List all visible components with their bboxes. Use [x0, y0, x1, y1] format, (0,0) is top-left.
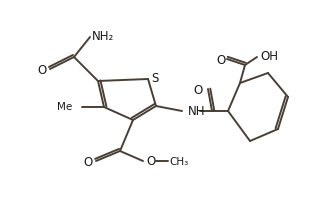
Text: O: O	[193, 84, 203, 97]
Text: OH: OH	[260, 50, 278, 63]
Text: Me: Me	[57, 102, 72, 111]
Text: NH₂: NH₂	[92, 29, 114, 42]
Text: CH₃: CH₃	[169, 156, 188, 166]
Text: O: O	[37, 64, 47, 77]
Text: O: O	[146, 155, 156, 168]
Text: S: S	[151, 71, 159, 84]
Text: NH: NH	[188, 105, 205, 118]
Text: O: O	[216, 54, 226, 67]
Text: O: O	[83, 156, 93, 169]
